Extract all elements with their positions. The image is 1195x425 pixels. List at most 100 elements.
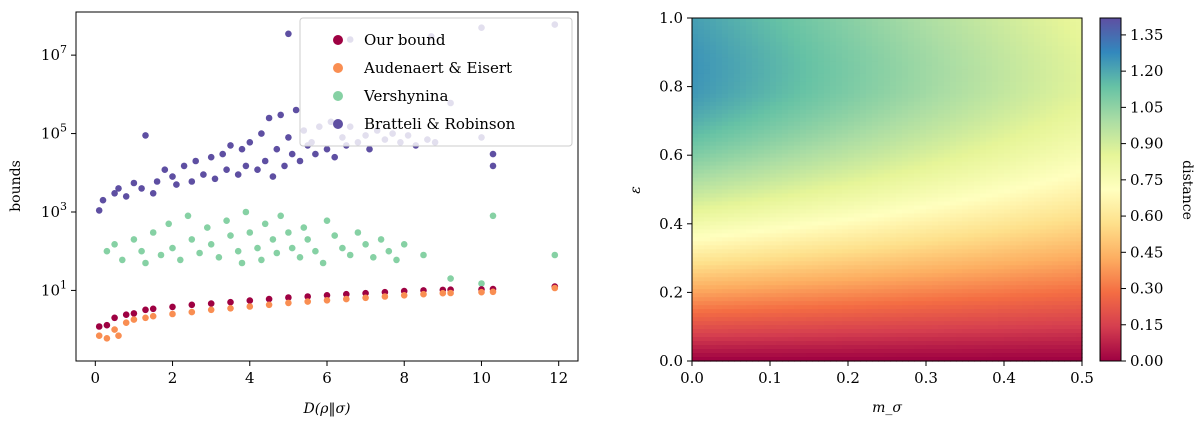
heatmap-cell [746, 122, 753, 127]
heatmap-cell [740, 190, 747, 195]
heatmap-cell [722, 333, 729, 338]
heatmap-cell [770, 281, 777, 286]
heatmap-cell [752, 38, 759, 43]
heatmap-cell [980, 170, 987, 175]
heatmap-cell [896, 261, 903, 266]
heatmap-cell [872, 205, 879, 210]
heatmap-cell [746, 273, 753, 278]
heatmap-cell [770, 309, 777, 314]
heatmap-cell [704, 90, 711, 95]
heatmap-cell [734, 217, 741, 222]
heatmap-cell [776, 82, 783, 87]
heatmap-cell [962, 317, 969, 322]
heatmap-cell [842, 253, 849, 258]
heatmap-cell [890, 237, 897, 242]
heatmap-cell [800, 289, 807, 294]
heatmap-cell [1004, 154, 1011, 159]
heatmap-cell [860, 66, 867, 71]
heatmap-cell [812, 265, 819, 270]
scatter-point [378, 236, 385, 243]
heatmap-cell [734, 158, 741, 163]
heatmap-cell [758, 54, 765, 59]
heatmap-cell [884, 329, 891, 334]
heatmap-cell [812, 269, 819, 274]
heatmap-cell [854, 186, 861, 191]
heatmap-cell [1022, 110, 1029, 115]
heatmap-cell [770, 253, 777, 258]
heatmap-cell [794, 317, 801, 322]
heatmap-cell [710, 26, 717, 31]
heatmap-cell [902, 317, 909, 322]
heatmap-cell [716, 281, 723, 286]
heatmap-cell [866, 265, 873, 270]
heatmap-cell [812, 273, 819, 278]
heatmap-cell [812, 349, 819, 354]
heatmap-cell [914, 102, 921, 107]
heatmap-cell [728, 158, 735, 163]
heatmap-cell [962, 50, 969, 55]
heatmap-cell [722, 30, 729, 35]
heatmap-cell [776, 134, 783, 139]
scatter-point [420, 291, 427, 298]
heatmap-cell [896, 22, 903, 27]
heatmap-cell [782, 245, 789, 250]
heatmap-cell [836, 34, 843, 39]
heatmap-cell [884, 253, 891, 258]
x-tick-label: 10 [472, 369, 491, 387]
heatmap-cell [860, 273, 867, 278]
heatmap-cell [950, 209, 957, 214]
heatmap-cell [932, 273, 939, 278]
heatmap-cell [860, 38, 867, 43]
heatmap-cell [872, 277, 879, 282]
heatmap-cell [830, 193, 837, 198]
heatmap-cell [866, 249, 873, 254]
scatter-point [366, 146, 373, 153]
heatmap-cell [698, 18, 705, 23]
heatmap-cell [776, 186, 783, 191]
heatmap-cell [734, 150, 741, 155]
heatmap-cell [794, 30, 801, 35]
heatmap-cell [800, 146, 807, 151]
heatmap-cell [812, 110, 819, 115]
heatmap-cell [1022, 134, 1029, 139]
heatmap-cell [698, 46, 705, 51]
heatmap-cell [998, 74, 1005, 79]
scatter-point [150, 190, 157, 197]
heatmap-cell [986, 66, 993, 71]
heatmap-cell [824, 313, 831, 318]
heatmap-cell [824, 54, 831, 59]
heatmap-cell [734, 142, 741, 147]
heatmap-cell [992, 205, 999, 210]
heatmap-cell [1004, 190, 1011, 195]
heatmap-cell [938, 86, 945, 91]
heatmap-cell [842, 325, 849, 330]
heatmap-cell [878, 229, 885, 234]
heatmap-cell [914, 150, 921, 155]
heatmap-cell [710, 118, 717, 123]
heatmap-cell [998, 277, 1005, 282]
heatmap-cell [920, 186, 927, 191]
heatmap-cell [1016, 86, 1023, 91]
heatmap-cell [986, 130, 993, 135]
heatmap-cell [746, 50, 753, 55]
heatmap-cell [998, 118, 1005, 123]
heatmap-cell [752, 241, 759, 246]
heatmap-cell [794, 305, 801, 310]
heatmap-cell [692, 261, 699, 266]
heatmap-cell [926, 22, 933, 27]
heatmap-cell [830, 333, 837, 338]
heatmap-cell [956, 253, 963, 258]
heatmap-cell [866, 94, 873, 99]
heatmap-cell [728, 174, 735, 179]
heatmap-cell [848, 30, 855, 35]
heatmap-cell [704, 329, 711, 334]
heatmap-cell [716, 114, 723, 119]
heatmap-cell [710, 281, 717, 286]
heatmap-cell [770, 321, 777, 326]
heatmap-cell [692, 146, 699, 151]
heatmap-cell [830, 66, 837, 71]
heatmap-cell [794, 94, 801, 99]
heatmap-cell [956, 170, 963, 175]
heatmap-cell [698, 193, 705, 198]
